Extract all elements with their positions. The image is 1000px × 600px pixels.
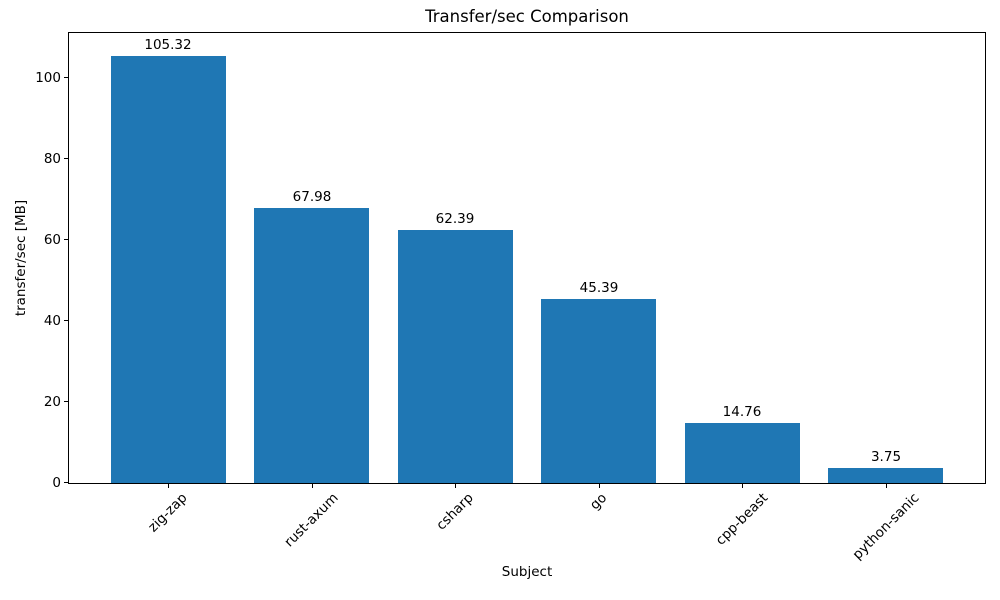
bar (398, 230, 513, 483)
x-tick-label: cpp-beast (712, 490, 772, 549)
x-tick-mark (886, 484, 887, 488)
bar-value-label: 67.98 (292, 189, 332, 205)
y-tick-mark (64, 482, 68, 483)
y-tick-label: 20 (43, 394, 61, 410)
y-tick-mark (64, 239, 68, 240)
x-tick-mark (312, 484, 313, 488)
bar (685, 423, 800, 483)
y-tick-mark (64, 401, 68, 402)
y-tick-label: 40 (43, 313, 61, 329)
x-tick-label: rust-axum (281, 490, 342, 551)
y-tick-label: 60 (43, 232, 61, 248)
y-axis-label: transfer/sec [MB] (13, 199, 29, 317)
x-tick-mark (168, 484, 169, 488)
bar-value-label: 3.75 (870, 449, 902, 465)
bar (254, 208, 369, 483)
bar (828, 468, 943, 483)
bar-value-label: 14.76 (722, 404, 762, 420)
x-axis-label: Subject (501, 564, 553, 580)
y-tick-mark (64, 320, 68, 321)
bar-value-label: 45.39 (579, 280, 619, 296)
y-tick-mark (64, 77, 68, 78)
y-tick-label: 80 (43, 151, 61, 167)
x-tick-label: python-sanic (849, 490, 923, 563)
chart-title: Transfer/sec Comparison (425, 7, 629, 26)
plot-area (68, 32, 986, 484)
x-tick-label: zig-zap (145, 490, 191, 536)
bar (541, 299, 656, 483)
y-tick-label: 0 (52, 475, 61, 491)
x-tick-mark (599, 484, 600, 488)
x-tick-label: go (586, 490, 611, 514)
y-tick-label: 100 (35, 70, 61, 86)
x-tick-mark (455, 484, 456, 488)
bar-value-label: 62.39 (435, 211, 475, 227)
y-tick-mark (64, 158, 68, 159)
bar-value-label: 105.32 (144, 37, 192, 53)
x-tick-label: csharp (433, 490, 477, 534)
bar (111, 56, 226, 483)
x-tick-mark (742, 484, 743, 488)
